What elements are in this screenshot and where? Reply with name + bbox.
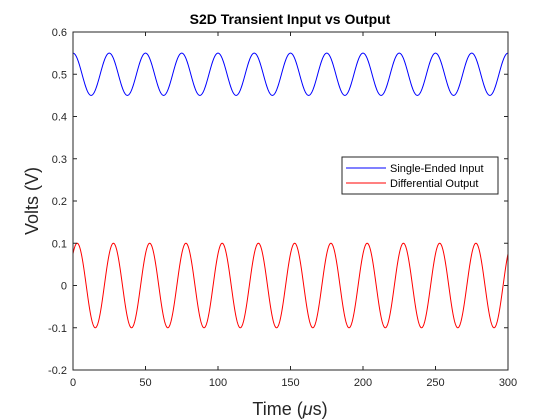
x-tick-label: 200 bbox=[354, 377, 372, 389]
y-tick-label: 0.4 bbox=[52, 112, 67, 124]
y-tick-label: 0.6 bbox=[52, 27, 67, 39]
x-tick-label: 0 bbox=[70, 377, 76, 389]
x-tick-label: 50 bbox=[139, 377, 151, 389]
legend-box bbox=[341, 156, 499, 195]
x-tick-label: 300 bbox=[499, 377, 517, 389]
y-tick-label: 0.5 bbox=[52, 69, 67, 81]
y-tick-label: 0.1 bbox=[52, 238, 67, 250]
y-tick-label: 0 bbox=[61, 281, 67, 293]
y-tick-label: -0.2 bbox=[48, 365, 67, 377]
x-axis: 0 50 100 150 200 250 300 bbox=[70, 32, 517, 389]
y-tick-label: 0.3 bbox=[52, 154, 67, 166]
x-axis-label: Time (μs) bbox=[252, 399, 327, 419]
y-tick-label: 0.2 bbox=[52, 196, 67, 208]
x-tick-label: 150 bbox=[281, 377, 299, 389]
legend-entry-label: Differential Output bbox=[390, 178, 478, 190]
y-axis: -0.2 -0.1 0 0.1 0.2 0.3 0.4 0.5 0.6 bbox=[48, 27, 508, 377]
x-tick-label: 250 bbox=[426, 377, 444, 389]
chart-title: S2D Transient Input vs Output bbox=[190, 11, 391, 27]
series-line-1 bbox=[72, 52, 509, 96]
series-line-2 bbox=[72, 242, 509, 329]
legend-entry-label: Single-Ended Input bbox=[390, 163, 484, 175]
plot-area bbox=[73, 32, 508, 370]
y-tick-label: -0.1 bbox=[48, 323, 67, 335]
x-tick-label: 100 bbox=[209, 377, 227, 389]
series-layer bbox=[72, 52, 509, 329]
legend: Single-Ended Input Differential Output bbox=[341, 156, 499, 195]
y-axis-label: Volts (V) bbox=[22, 167, 42, 235]
